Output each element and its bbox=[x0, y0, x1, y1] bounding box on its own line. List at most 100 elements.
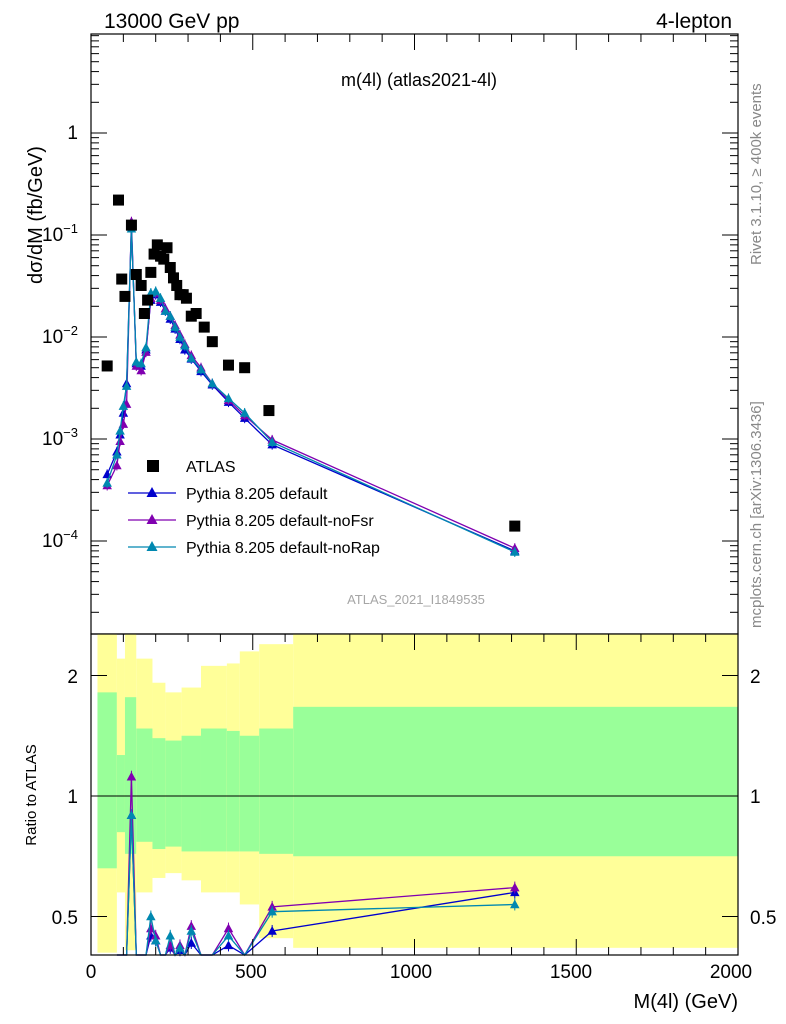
data-point bbox=[145, 266, 157, 278]
data-point bbox=[167, 272, 179, 284]
data-point bbox=[158, 253, 170, 265]
data-point bbox=[116, 273, 128, 285]
data-point bbox=[263, 405, 275, 417]
y-tick-label-1e-4: 10−4 bbox=[42, 527, 78, 552]
main-y-axis-label: dσ/dM (fb/GeV) bbox=[25, 146, 47, 284]
series-point-norap bbox=[267, 437, 277, 446]
ratio-band-inner-3 bbox=[136, 728, 153, 842]
series-point-norap bbox=[141, 342, 151, 352]
data-point bbox=[135, 279, 147, 291]
ratio-band-inner-11 bbox=[293, 706, 738, 857]
ratio-tick-label-05-left: 0.5 bbox=[52, 908, 78, 929]
ratio-point-nofsr bbox=[510, 882, 520, 892]
series-point-nofsr bbox=[115, 436, 125, 446]
series-point-norap bbox=[207, 378, 218, 388]
data-point bbox=[101, 360, 113, 372]
ratio-band-inner-9 bbox=[239, 735, 260, 852]
data-point bbox=[171, 279, 183, 291]
ratio-point-norap bbox=[186, 925, 197, 935]
ratio-point-norap bbox=[223, 930, 234, 940]
data-point bbox=[161, 242, 173, 254]
ratio-point-default bbox=[223, 940, 234, 950]
legend-marker-nofsr bbox=[146, 514, 158, 524]
data-point bbox=[190, 307, 202, 319]
ratio-tick-label-05-right: 0.5 bbox=[750, 908, 776, 929]
data-point bbox=[125, 219, 137, 231]
rivet-label: Rivet 3.1.10, ≥ 400k events bbox=[748, 83, 765, 265]
ratio-band-inner-7 bbox=[200, 728, 227, 852]
x-tick-label-1000: 1000 bbox=[390, 962, 432, 983]
data-point bbox=[239, 362, 251, 374]
y-tick-label-1e-1: 10−1 bbox=[42, 221, 78, 246]
ratio-point-nofsr bbox=[223, 923, 234, 933]
series-point-norap bbox=[150, 286, 161, 296]
x-tick-label-2000: 2000 bbox=[710, 962, 752, 983]
ratio-axis-ticks bbox=[90, 633, 739, 955]
ratio-point-norap bbox=[510, 899, 520, 909]
series-point-nofsr bbox=[112, 460, 122, 470]
data-point bbox=[112, 194, 124, 206]
header-left: 13000 GeV pp bbox=[104, 10, 239, 33]
ratio-y-axis-label: Ratio to ATLAS bbox=[23, 744, 40, 845]
ratio-point-default bbox=[186, 938, 197, 947]
legend-marker-atlas bbox=[147, 460, 159, 472]
series-point-norap bbox=[136, 358, 146, 368]
series-point-norap bbox=[175, 332, 185, 341]
ratio-point-norap bbox=[150, 935, 161, 945]
series-point-norap bbox=[186, 353, 197, 362]
y-tick-label-1e-3: 10−3 bbox=[42, 425, 78, 450]
ratio-point-norap bbox=[175, 942, 185, 952]
y-tick-label-1e-2: 10−2 bbox=[42, 323, 78, 348]
ratio-band-inner-5 bbox=[165, 740, 182, 847]
main-axis-ticks bbox=[90, 34, 739, 613]
analysis-watermark: ATLAS_2021_I1849535 bbox=[347, 592, 485, 607]
ratio-point-norap bbox=[267, 906, 277, 916]
legend-label-nofsr: Pythia 8.205 default-noFsr bbox=[186, 513, 374, 530]
data-point bbox=[148, 248, 160, 260]
ratio-band-inner-0 bbox=[97, 692, 117, 869]
main-data-points bbox=[101, 194, 521, 532]
series-point-norap bbox=[196, 364, 206, 374]
legend-label-norap: Pythia 8.205 default-noRap bbox=[186, 540, 380, 557]
ratio-band-inner-10 bbox=[259, 728, 294, 854]
data-point bbox=[198, 321, 210, 333]
data-point bbox=[164, 262, 176, 274]
ratio-band-inner-8 bbox=[226, 730, 240, 852]
series-point-norap bbox=[102, 478, 112, 487]
data-point bbox=[180, 292, 192, 304]
header-right: 4-lepton bbox=[656, 10, 732, 33]
data-point bbox=[151, 239, 163, 251]
series-point-norap bbox=[510, 547, 520, 556]
ratio-tick-label-1-right: 1 bbox=[750, 787, 761, 808]
series-point-norap bbox=[155, 293, 166, 302]
data-point bbox=[119, 290, 131, 302]
plot-title: m(4l) (atlas2021-4l) bbox=[341, 70, 497, 90]
series-point-norap bbox=[223, 393, 234, 403]
series-point-norap bbox=[115, 425, 125, 435]
x-tick-label-1500: 1500 bbox=[550, 962, 592, 983]
series-point-norap bbox=[121, 381, 132, 390]
y-tick-label-1: 1 bbox=[67, 123, 78, 144]
ratio-point-norap bbox=[146, 911, 156, 921]
series-point-norap bbox=[160, 305, 171, 315]
series-point-norap bbox=[165, 311, 176, 320]
data-point bbox=[142, 294, 154, 306]
series-point-norap bbox=[112, 449, 122, 459]
mcplots-label: mcplots.cern.ch [arXiv:1306.3436] bbox=[748, 401, 765, 628]
ratio-point-norap bbox=[165, 930, 176, 940]
data-point bbox=[130, 268, 142, 280]
data-point bbox=[138, 307, 150, 319]
series-point-norap bbox=[239, 407, 250, 417]
ratio-band-inner-1 bbox=[116, 755, 125, 833]
series-point-norap bbox=[180, 340, 190, 350]
ratio-tick-label-2-left: 2 bbox=[67, 667, 78, 688]
x-tick-label-0: 0 bbox=[86, 962, 97, 983]
legend: ATLAS Pythia 8.205 default Pythia 8.205 … bbox=[128, 459, 380, 557]
series-point-nofsr bbox=[136, 365, 146, 375]
x-axis-label: M(4l) (GeV) bbox=[634, 991, 738, 1013]
data-point bbox=[206, 336, 218, 348]
ratio-tick-label-2-right: 2 bbox=[750, 667, 761, 688]
data-point bbox=[509, 520, 521, 532]
legend-label-default: Pythia 8.205 default bbox=[186, 486, 328, 503]
